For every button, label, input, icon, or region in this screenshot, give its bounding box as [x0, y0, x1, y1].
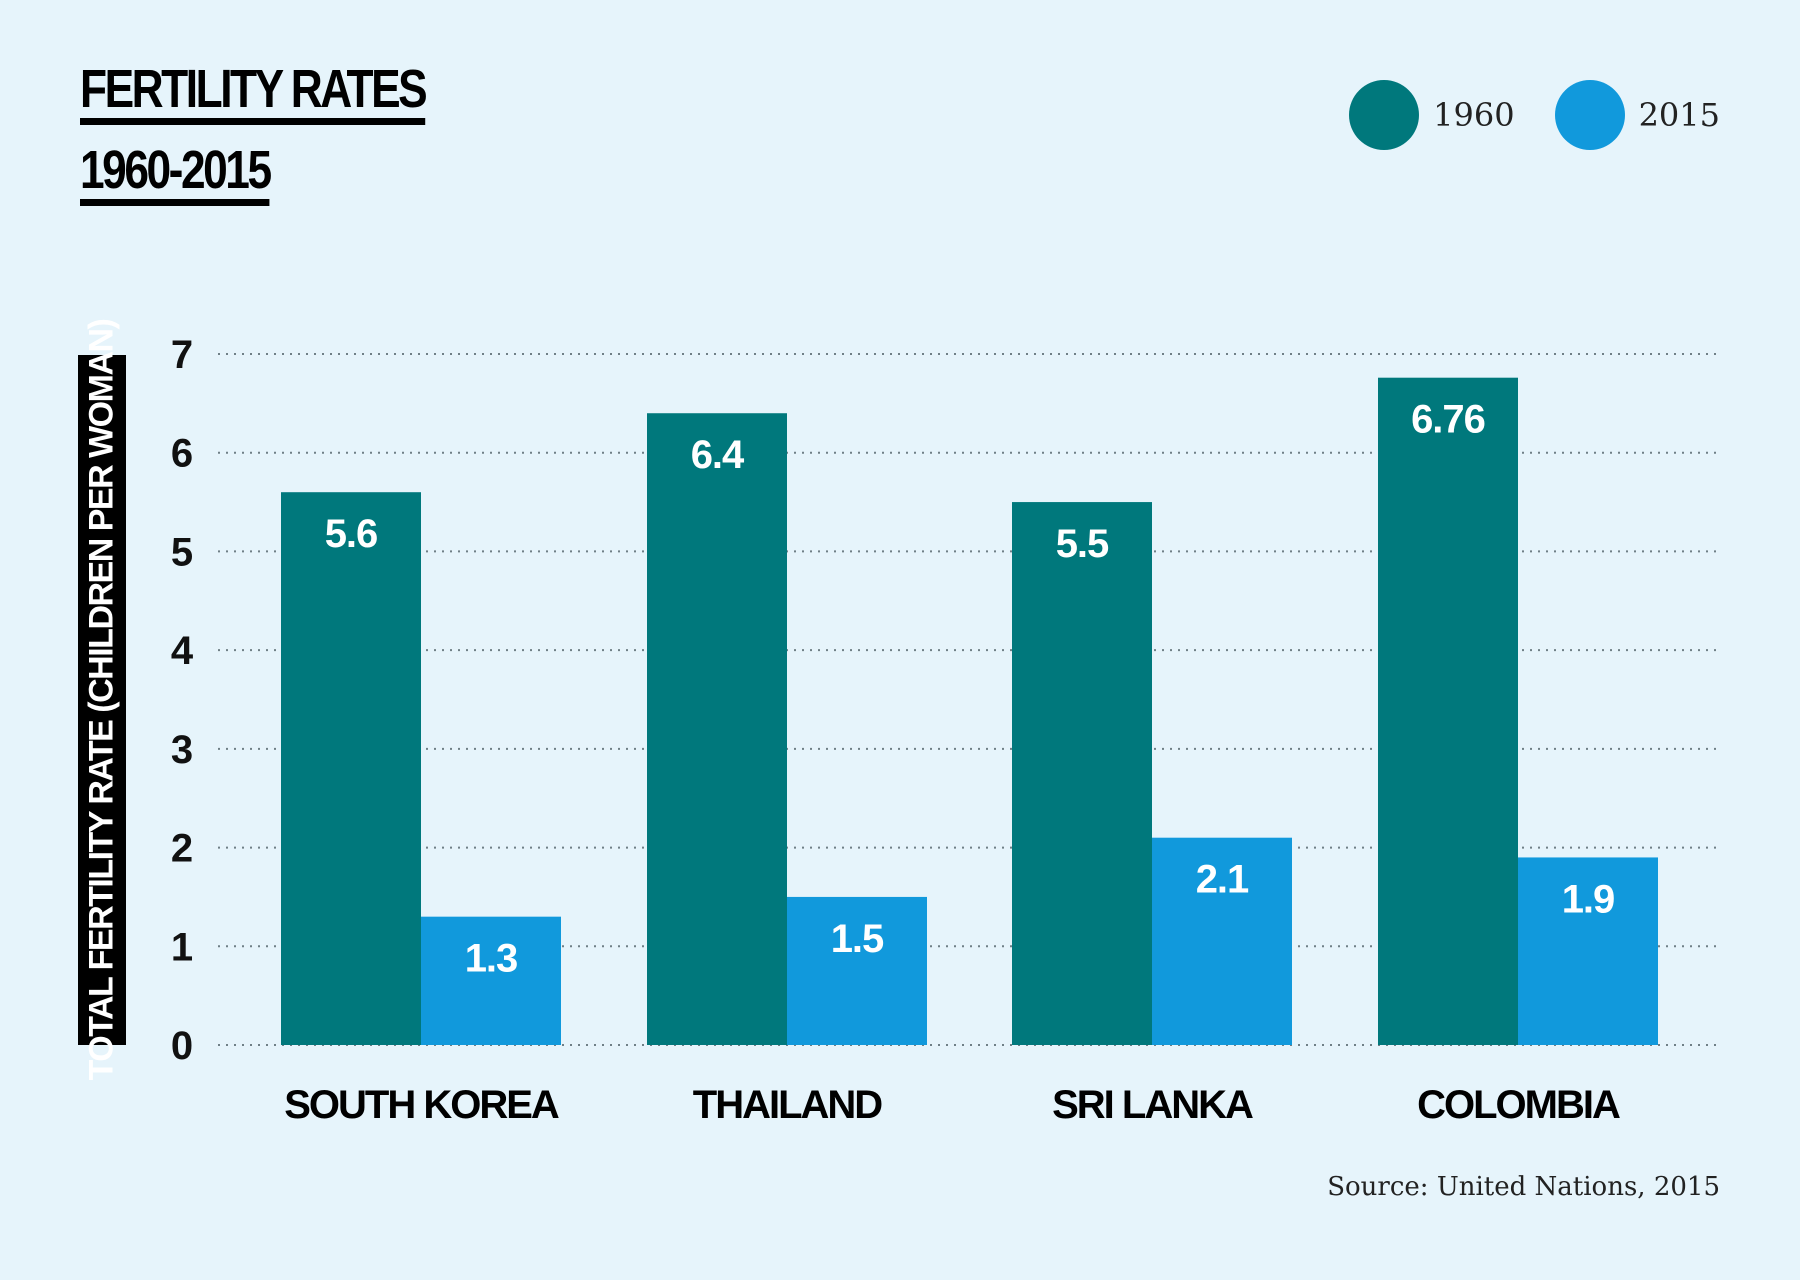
y-tick-label-1: 1 — [171, 925, 193, 969]
legend: 1960 2015 — [1309, 80, 1720, 150]
bar-sri-lanka-2015 — [1152, 837, 1292, 1045]
bar-colombia-1960 — [1378, 377, 1518, 1046]
bar-colombia-2015 — [1518, 857, 1658, 1045]
x-category-label-south-korea: SOUTH KOREA — [284, 1083, 559, 1127]
y-axis-label: TOTAL FERTILITY RATE (CHILDREN PER WOMAN… — [82, 319, 121, 1081]
x-category-label-thailand: THAILAND — [693, 1083, 883, 1127]
legend-swatch-2015 — [1554, 80, 1625, 150]
bar-value-label-south-korea-2015: 1.3 — [465, 937, 518, 981]
bar-south-korea-2015 — [421, 916, 561, 1045]
source-note: Source: United Nations, 2015 — [1327, 1172, 1720, 1202]
x-category-label-sri-lanka: SRI LANKA — [1052, 1083, 1253, 1127]
bar-sri-lanka-1960 — [1012, 502, 1152, 1046]
y-tick-label-0: 0 — [171, 1024, 193, 1068]
bar-value-label-south-korea-1960: 5.6 — [325, 512, 378, 556]
legend-swatch-1960 — [1349, 80, 1420, 150]
bar-value-label-colombia-2015: 1.9 — [1562, 877, 1615, 921]
chart-title-line1: FERTILITY RATES — [80, 62, 428, 125]
bar-south-korea-1960 — [281, 492, 421, 1045]
legend-item-2015: 2015 — [1554, 80, 1720, 150]
chart-title-line2: 1960-2015 — [80, 143, 272, 206]
y-tick-label-6: 6 — [171, 432, 193, 476]
chart-title: FERTILITY RATES 1960-2015 — [80, 62, 428, 224]
legend-label-1960: 1960 — [1433, 96, 1515, 134]
legend-item-1960: 1960 — [1349, 80, 1515, 150]
y-axis-label-background — [78, 355, 126, 1045]
x-category-label-colombia: COLOMBIA — [1417, 1083, 1620, 1127]
bar-value-label-colombia-1960: 6.76 — [1411, 398, 1485, 442]
y-tick-label-2: 2 — [171, 827, 193, 871]
bar-value-label-sri-lanka-1960: 5.5 — [1056, 522, 1109, 566]
bar-value-label-sri-lanka-2015: 2.1 — [1196, 858, 1249, 902]
y-tick-label-3: 3 — [171, 728, 193, 772]
y-tick-label-5: 5 — [171, 530, 193, 574]
bar-value-label-thailand-2015: 1.5 — [831, 917, 884, 961]
bar-thailand-1960 — [647, 413, 787, 1045]
legend-label-2015: 2015 — [1638, 96, 1720, 134]
y-tick-label-7: 7 — [171, 333, 193, 377]
bar-thailand-2015 — [787, 896, 927, 1045]
y-tick-label-4: 4 — [171, 629, 194, 673]
bar-value-label-thailand-1960: 6.4 — [691, 433, 745, 477]
